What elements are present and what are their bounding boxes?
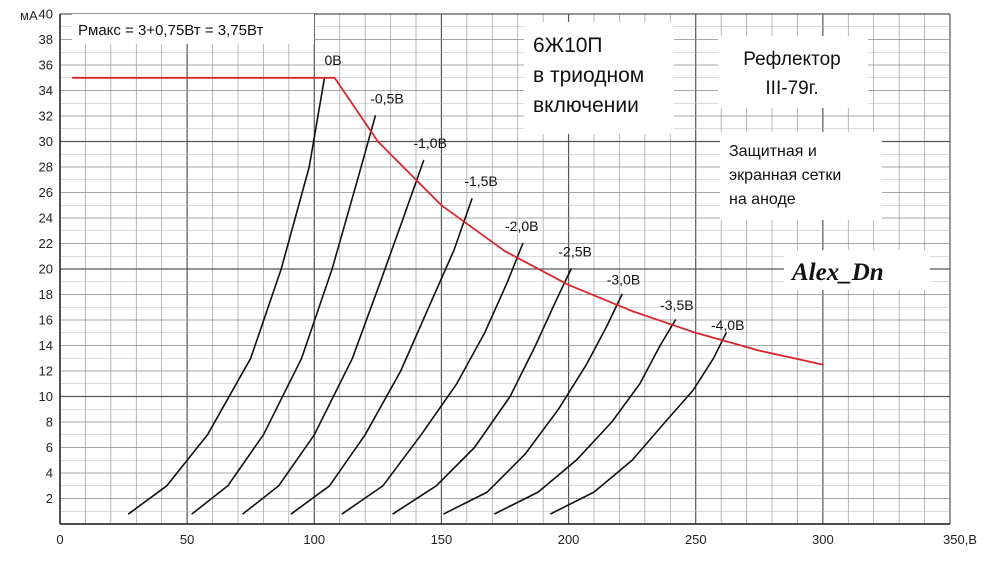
anode-curve [443, 293, 623, 515]
y-tick-label: 26 [39, 185, 53, 200]
reflector-line-2: III-79г. [765, 78, 818, 99]
anode-curve [127, 77, 326, 515]
y-tick-label: 14 [39, 338, 53, 353]
title-line-1: 6Ж10П [533, 34, 603, 57]
grid [59, 13, 951, 525]
note-line-2: экранная сетки [729, 167, 841, 184]
reflector-box-bg [718, 36, 868, 108]
curve-label: -1,5В [464, 173, 497, 189]
anode-curve [341, 242, 524, 515]
anode-curve [191, 115, 377, 515]
y-tick-label: 12 [39, 364, 53, 379]
curve-label: -3,0В [607, 271, 640, 287]
axes [59, 14, 950, 525]
curve-label: -3,5В [660, 297, 693, 313]
x-tick-label: 350,В [943, 532, 977, 547]
pmax-box-bg [72, 14, 314, 44]
x-tick-label: 250 [685, 532, 707, 547]
title-line-2: в триодном [533, 64, 644, 87]
pmax-curve [71, 76, 824, 366]
y-tick-label: 24 [39, 211, 53, 226]
curve-label: -2,5В [558, 243, 591, 259]
signature: Alex_Dn [790, 259, 884, 286]
y-tick-label: 16 [39, 313, 53, 328]
pmax-annotation: Pмакс = 3+0,75Вт = 3,75Вт [78, 22, 263, 39]
y-tick-label: 40 [39, 7, 53, 22]
y-tick-label: 18 [39, 287, 53, 302]
curve-label: -2,0В [505, 218, 538, 234]
x-tick-label: 50 [180, 532, 194, 547]
y-tick-label: 32 [39, 109, 53, 124]
y-tick-label: 8 [46, 415, 53, 430]
anode-curve [549, 331, 728, 515]
y-tick-label: 4 [46, 466, 53, 481]
y-tick-label: 10 [39, 389, 53, 404]
y-tick-label: 36 [39, 58, 53, 73]
title-box-bg [524, 22, 674, 134]
x-tick-label: 150 [431, 532, 453, 547]
title-line-3: включении [533, 94, 639, 117]
note-line-3: на аноде [729, 191, 796, 208]
y-tick-label: 34 [39, 83, 53, 98]
curve-label: -0,5В [370, 90, 403, 106]
x-tick-label: 100 [303, 532, 325, 547]
x-tick-label: 200 [558, 532, 580, 547]
y-axis-label: мА [20, 8, 38, 23]
y-tick-label: 30 [39, 134, 53, 149]
y-tick-label: 22 [39, 236, 53, 251]
y-tick-label: 6 [46, 440, 53, 455]
y-tick-label: 38 [39, 32, 53, 47]
anode-curve [290, 198, 473, 515]
y-tick-label: 20 [39, 262, 53, 277]
note-line-1: Защитная и [729, 143, 817, 160]
x-tick-label: 300 [812, 532, 834, 547]
anode-curve [392, 268, 572, 515]
note-box-bg [720, 132, 882, 220]
x-tick-label: 0 [56, 532, 63, 547]
curve-labels: 0В -0,5В -1,0В -1,5В -2,0В -2,5В -3,0В -3,5В -4,… [324, 52, 744, 333]
curve-label: 0В [324, 52, 341, 68]
y-tick-label: 28 [39, 160, 53, 175]
y-tick-label: 2 [46, 491, 53, 506]
series-group [71, 76, 824, 515]
anode-curve [493, 319, 677, 515]
anode-curve [242, 159, 425, 515]
reflector-line-1: Рефлектор [743, 49, 840, 70]
curve-label: -1,0В [413, 135, 446, 151]
signature-box-bg [784, 250, 930, 290]
curve-label: -4,0В [711, 317, 744, 333]
